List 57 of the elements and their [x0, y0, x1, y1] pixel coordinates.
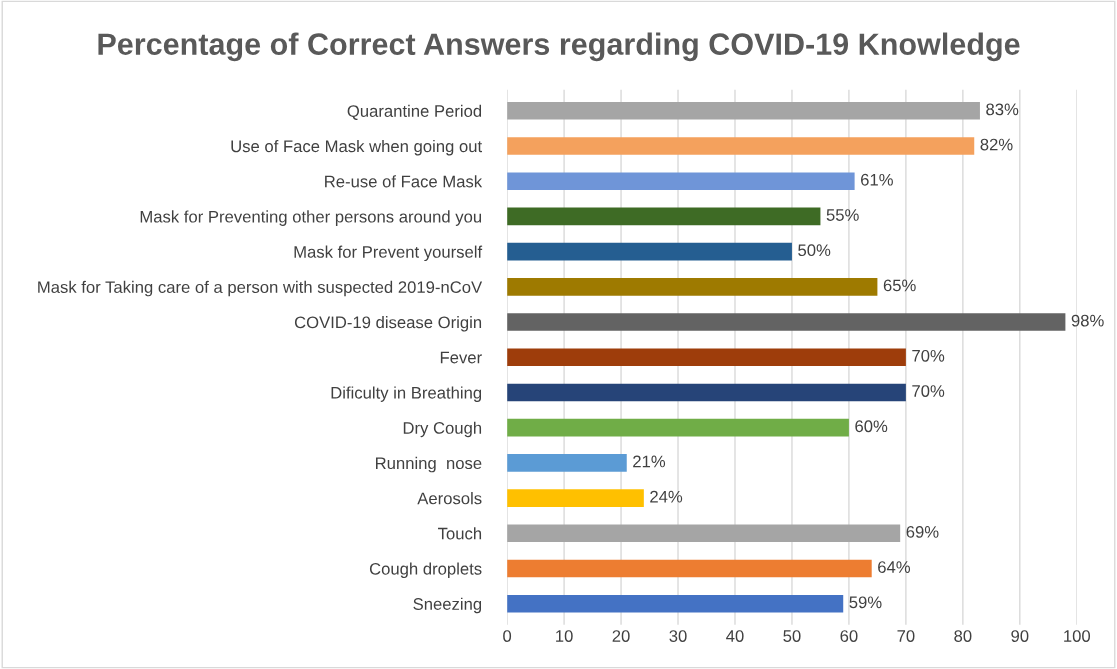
x-tick-label: 90	[1011, 630, 1029, 642]
data-label: 21%	[633, 455, 666, 468]
y-tick-label: Use of Face Mask when going out	[231, 139, 483, 156]
x-tick-label: 70	[897, 630, 915, 642]
bar	[507, 454, 627, 472]
bar	[507, 172, 855, 190]
x-tick-label: 0	[503, 630, 512, 642]
data-label: 82%	[980, 138, 1013, 151]
y-tick-label: Mask for Prevent yourself	[294, 245, 483, 262]
data-label: 98%	[1071, 314, 1104, 327]
data-label: 50%	[798, 244, 831, 257]
data-label: 61%	[861, 173, 893, 186]
bar	[507, 207, 821, 226]
bar	[507, 489, 644, 507]
x-tick-label: 80	[954, 630, 972, 642]
y-tick-label: Aerosols	[417, 492, 482, 505]
chart-title: Percentage of Correct Answers regarding COVID-19 Knowledge	[98, 32, 1020, 62]
y-tick-label: Mask for Taking care of a person with suspected 2019-nCoV	[38, 280, 483, 297]
bar	[507, 137, 975, 155]
data-label: 60%	[855, 420, 888, 433]
data-label: 70%	[912, 385, 945, 397]
bar	[507, 594, 844, 613]
y-tick-label: Quarantine Period	[347, 104, 482, 120]
x-tick-label: 20	[612, 630, 630, 642]
y-tick-label: Dificulty in Breathing	[331, 386, 482, 402]
data-label: 69%	[906, 525, 939, 538]
y-tick-label: Cough droplets	[369, 562, 482, 579]
y-tick-label: Sneezing	[413, 597, 482, 614]
bar	[507, 278, 878, 296]
bar	[507, 559, 872, 578]
data-label: 59%	[849, 596, 882, 609]
y-tick-label: Running nose	[376, 456, 482, 473]
bar	[507, 383, 906, 402]
data-label: 55%	[826, 209, 859, 221]
bar	[507, 348, 906, 367]
x-tick-label: 60	[840, 630, 858, 642]
y-tick-label: Fever	[440, 351, 482, 364]
x-tick-label: 40	[726, 630, 744, 642]
data-label: 83%	[986, 103, 1019, 116]
y-tick-label: Touch	[438, 527, 482, 540]
data-label: 24%	[650, 490, 683, 503]
y-tick-label: COVID-19 disease Origin	[294, 316, 482, 332]
data-label: 64%	[878, 561, 911, 573]
x-tick-label: 10	[556, 630, 573, 642]
y-tick-label: Dry Cough	[403, 421, 482, 438]
data-label: 65%	[883, 279, 916, 292]
x-tick-label: 100	[1064, 630, 1091, 642]
bar	[507, 242, 792, 261]
bar	[507, 313, 1066, 331]
bar	[507, 418, 849, 437]
bar	[507, 101, 980, 120]
y-tick-label: Mask for Preventing other persons around you	[140, 210, 482, 226]
data-label: 70%	[912, 349, 945, 362]
x-tick-label: 50	[783, 630, 801, 642]
y-tick-label: Re-use of Face Mask	[325, 175, 483, 188]
x-tick-label: 30	[669, 630, 687, 642]
bar	[507, 524, 901, 543]
